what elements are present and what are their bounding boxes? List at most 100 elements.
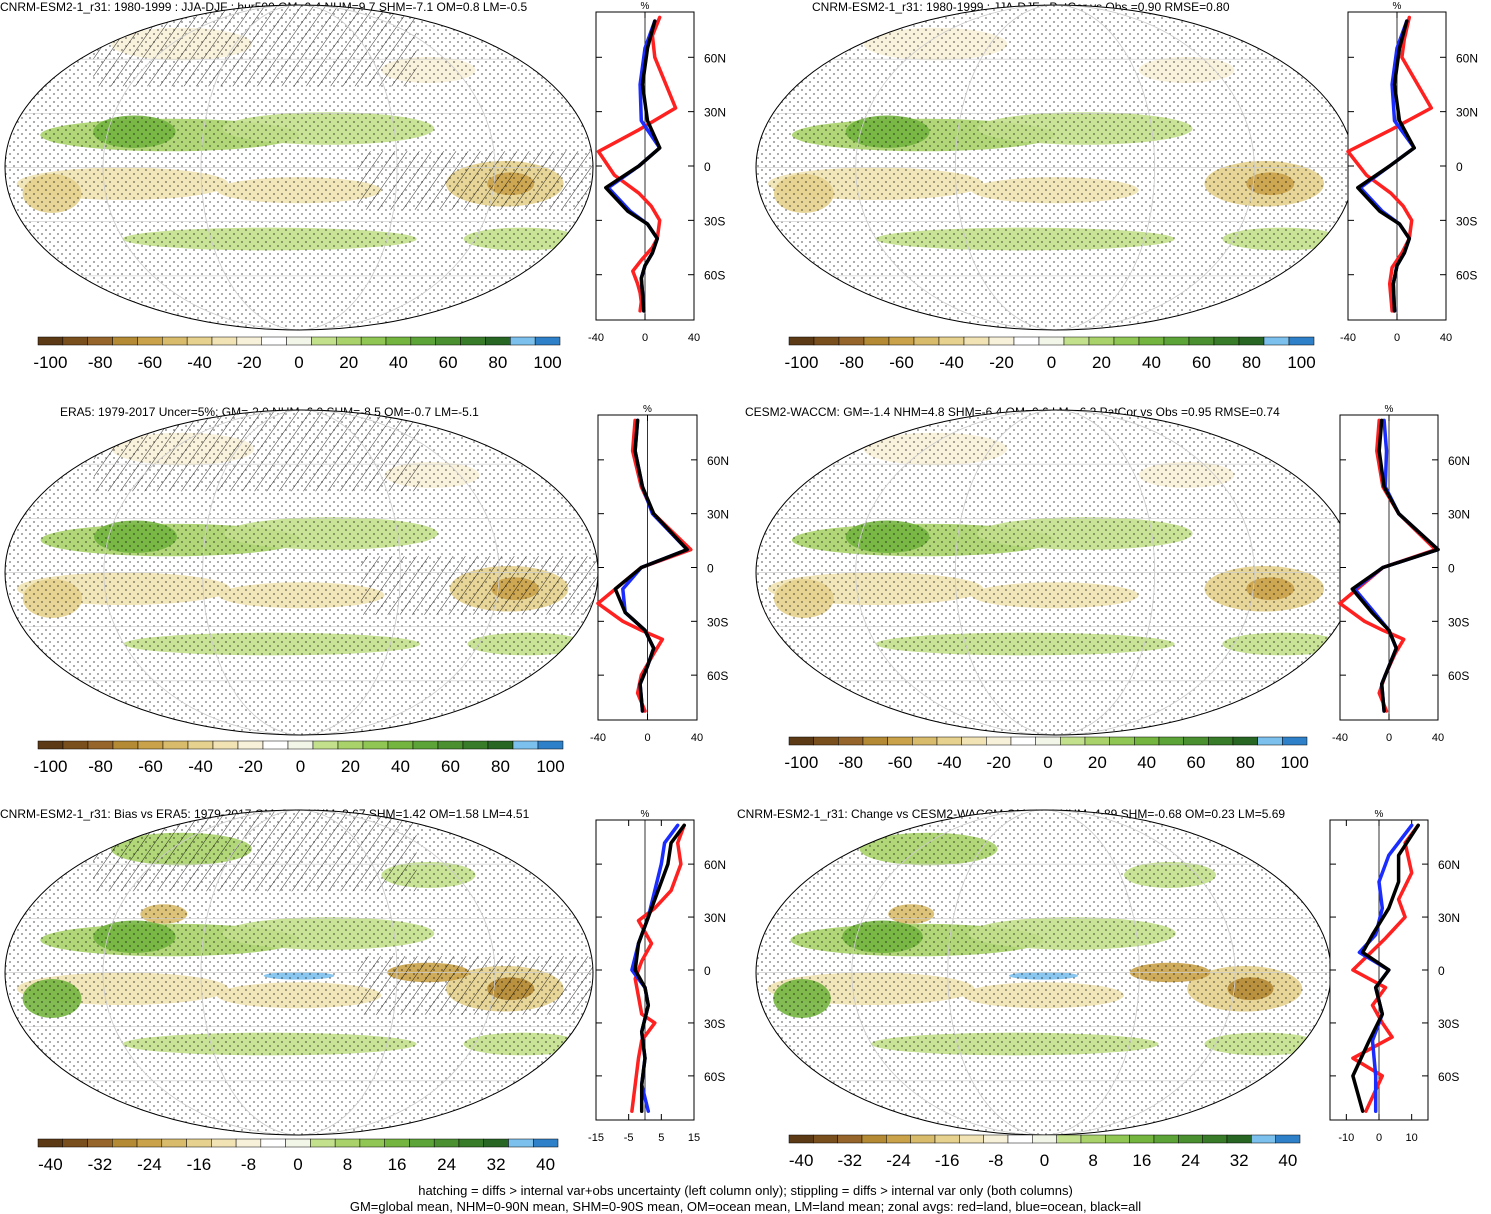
colorbar-4: -40 -32 -24 -16 -8 0 8 16 24 32 40 (37, 1138, 559, 1174)
colorbar-box (359, 1138, 385, 1148)
colorbar-box (285, 1138, 311, 1148)
lat-tick-label: 0 (704, 160, 711, 174)
colorbar-box (912, 736, 938, 746)
colorbar-box (312, 740, 339, 750)
lat-tick-label: 0 (1456, 160, 1463, 174)
colorbar-tick-label: -8 (241, 1155, 256, 1174)
colorbar-tick-label: 60 (441, 757, 460, 776)
lat-tick-label: 30S (1456, 214, 1477, 228)
unit-label: % (641, 1, 650, 12)
series-line-land (596, 15, 678, 313)
x-tick-label: -40 (588, 332, 604, 344)
colorbar-box (838, 736, 864, 746)
colorbar-tick-label: 0 (294, 353, 303, 372)
graticule-line (200, 5, 398, 330)
colorbar-box (1013, 336, 1040, 346)
colorbar-box (237, 740, 264, 750)
x-tick-label: -40 (1332, 732, 1348, 744)
zonal-profile-4: 60N 30N 0 30S 60S -15 -5 5 15% (588, 809, 726, 1144)
series-line-land (630, 823, 686, 1113)
map-panel-5 (755, 809, 1332, 1136)
colorbar-box (1032, 1134, 1057, 1144)
colorbar-tick-label: -40 (939, 353, 964, 372)
x-tick-label: 0 (1386, 732, 1392, 744)
colorbar-box (485, 336, 511, 346)
colorbar-tick-label: 20 (341, 757, 360, 776)
colorbar-tick-label: 60 (1192, 353, 1211, 372)
colorbar-tick-label: -60 (888, 753, 913, 772)
zonal-profile-5: 60N 30N 0 30S 60S -10 0 10% (1329, 809, 1460, 1144)
colorbar-box (1208, 736, 1234, 746)
lat-tick-label: 60N (1438, 858, 1460, 872)
colorbar-box (186, 1138, 212, 1148)
map-field (756, 410, 1354, 735)
colorbar-box (334, 1138, 361, 1148)
lat-tick-label: 30S (704, 214, 725, 228)
lat-tick-label: 30N (1438, 911, 1460, 925)
colorbar-tick-label: 40 (1142, 353, 1161, 372)
colorbar-box (409, 1138, 435, 1148)
lat-tick-label: 60S (704, 1070, 725, 1084)
colorbar-box (1213, 336, 1240, 346)
lat-tick-label: 60N (1456, 51, 1478, 65)
colorbar-box (537, 740, 564, 750)
colorbar-tick-label: 32 (1230, 1151, 1249, 1170)
figure-canvas: -100 -80 -60 -40 -20 0 20 40 60 80 10060N30N030S60… (4, 1, 1478, 1174)
colorbar-box (261, 336, 287, 346)
colorbar-tick-label: -40 (789, 1151, 814, 1170)
series-line-land (1351, 823, 1420, 1113)
colorbar-box (310, 1138, 336, 1148)
colorbar-box (62, 740, 89, 750)
graticule-line (947, 810, 1140, 1135)
lat-tick-label: 0 (1438, 964, 1445, 978)
x-tick-label: 40 (688, 332, 700, 344)
lat-tick-label: 30N (1448, 508, 1470, 522)
x-tick-label: 40 (1432, 732, 1444, 744)
map-field (5, 810, 593, 1135)
graticule-line (103, 410, 500, 735)
colorbar-box (1263, 336, 1290, 346)
graticule-line (200, 810, 398, 1135)
colorbar-box (37, 336, 64, 346)
colorbar-box (788, 736, 814, 746)
colorbar-box (260, 1138, 286, 1148)
x-tick-label: -5 (624, 1132, 634, 1144)
zonal-profile-3: 60N 30N 0 30S 60S -40 0 40% (1332, 404, 1470, 744)
colorbar-box (487, 740, 514, 750)
map-panel-3 (755, 409, 1355, 736)
colorbar-box (887, 736, 913, 746)
colorbar-box (1188, 336, 1215, 346)
colorbar-box (211, 336, 238, 346)
colorbar-box (212, 740, 239, 750)
colorbar-tick-label: -100 (784, 753, 818, 772)
colorbar-tick-label: -20 (238, 757, 263, 776)
colorbar-box (512, 740, 539, 750)
colorbar-tick-label: -80 (88, 353, 113, 372)
x-tick-label: 15 (688, 1132, 700, 1144)
colorbar-box (37, 740, 64, 750)
unit-label: % (643, 404, 652, 415)
colorbar-tick-label: -16 (187, 1155, 212, 1174)
graticule-line (102, 5, 496, 330)
x-tick-label: 0 (1394, 332, 1400, 344)
graticule-line (855, 410, 1255, 735)
colorbar-box (311, 336, 337, 346)
lat-tick-label: 60N (704, 858, 726, 872)
x-tick-label: 40 (1440, 332, 1452, 344)
colorbar-tick-label: 0 (296, 757, 305, 776)
colorbar-box (462, 740, 489, 750)
lat-tick-label: 60S (1448, 669, 1469, 683)
lat-tick-label: 30S (707, 615, 728, 629)
colorbar-box (137, 336, 163, 346)
colorbar-box (87, 1138, 113, 1148)
colorbar-tick-label: 40 (391, 757, 410, 776)
colorbar-box (913, 336, 940, 346)
colorbar-box (1251, 1134, 1276, 1144)
colorbar-tick-label: 0 (1040, 1151, 1049, 1170)
colorbar-box (1035, 736, 1061, 746)
colorbar-tick-label: -100 (33, 757, 67, 776)
zonal-profile-1: 60N 30N 0 30S 60S -40 0 40% (1340, 1, 1478, 344)
zonal-profile-2: 60N 30N 0 30S 60S -40 0 40% (590, 404, 729, 744)
lat-tick-label: 60N (704, 51, 726, 65)
colorbar-box (1282, 736, 1308, 746)
